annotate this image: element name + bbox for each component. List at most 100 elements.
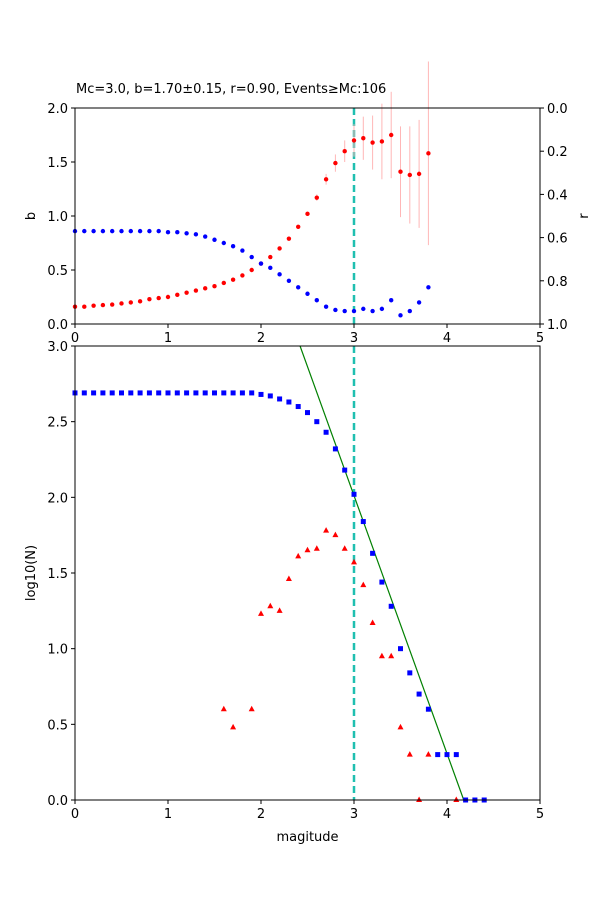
point — [100, 228, 106, 234]
y2-tick-label: 0.4 — [547, 188, 568, 203]
point — [212, 390, 217, 396]
point — [184, 390, 190, 396]
chart-title: Mc=3.0, b=1.70±0.15, r=0.90, Events≥Mc:1… — [76, 82, 386, 97]
point — [193, 390, 199, 396]
point — [82, 304, 87, 309]
point — [230, 277, 236, 282]
point — [361, 136, 366, 141]
point — [147, 296, 152, 302]
point — [100, 390, 106, 396]
point — [258, 261, 264, 266]
point — [369, 619, 376, 625]
x-tick-label: 4 — [443, 807, 451, 822]
point — [370, 140, 375, 145]
point — [323, 527, 330, 533]
point — [323, 429, 329, 435]
point — [333, 160, 338, 166]
point — [203, 234, 208, 239]
point — [351, 491, 357, 497]
point — [156, 295, 161, 301]
point — [361, 306, 366, 312]
point — [426, 285, 431, 290]
point — [360, 581, 367, 588]
point — [304, 546, 311, 553]
point — [370, 308, 375, 314]
y2-tick-label: 0.2 — [547, 145, 568, 160]
point — [165, 294, 171, 300]
point — [296, 224, 301, 229]
point — [203, 286, 208, 291]
point — [406, 751, 413, 757]
point — [286, 236, 292, 241]
point — [220, 705, 227, 712]
y-axis-label: b — [24, 212, 39, 220]
point — [286, 399, 292, 405]
y-tick-label: 0.5 — [47, 718, 68, 733]
x-tick-label: 0 — [71, 807, 79, 822]
point — [416, 171, 422, 177]
point — [407, 308, 412, 314]
point — [81, 390, 87, 396]
point — [407, 670, 413, 676]
y2-axis-label: r — [577, 213, 592, 219]
point — [240, 248, 245, 253]
y-tick-label: 2.5 — [47, 416, 68, 431]
point — [258, 391, 264, 397]
point — [397, 723, 404, 730]
point — [91, 228, 96, 234]
x-tick-label: 1 — [164, 807, 172, 822]
y-tick-label: 2.0 — [47, 491, 68, 506]
point — [221, 390, 227, 396]
x-tick-label: 4 — [443, 331, 451, 346]
point — [128, 228, 133, 234]
point — [323, 304, 329, 309]
point — [119, 301, 124, 306]
y2-tick-label: 0.0 — [547, 102, 568, 117]
point — [398, 646, 403, 652]
point — [165, 390, 171, 396]
point — [212, 237, 217, 242]
y-tick-label: 1.0 — [47, 210, 68, 225]
point — [295, 404, 301, 410]
point — [184, 290, 189, 295]
y-tick-label: 0.0 — [47, 794, 68, 809]
point — [91, 303, 96, 308]
point — [110, 302, 115, 307]
point — [305, 410, 310, 416]
point — [398, 313, 403, 318]
point — [212, 284, 217, 289]
point — [416, 691, 422, 697]
point — [230, 390, 236, 396]
point — [202, 390, 208, 396]
point — [267, 393, 273, 399]
x-tick-label: 5 — [536, 331, 544, 346]
point — [100, 302, 106, 308]
y-tick-label: 2.0 — [47, 102, 68, 117]
point — [137, 390, 143, 396]
point — [184, 231, 189, 236]
point — [276, 607, 283, 613]
point — [425, 751, 432, 757]
point — [314, 195, 319, 200]
point — [156, 390, 162, 396]
point — [416, 796, 423, 802]
point — [174, 390, 180, 396]
y-axis-label: log10(N) — [24, 545, 39, 601]
point — [156, 228, 161, 234]
point — [351, 138, 357, 143]
point — [249, 254, 254, 260]
point — [193, 232, 199, 237]
x-tick-label: 3 — [350, 807, 358, 822]
point — [379, 139, 385, 144]
point — [351, 308, 357, 314]
plot-area — [299, 346, 465, 800]
point — [342, 467, 348, 473]
point — [305, 211, 310, 217]
point — [230, 244, 236, 249]
point — [378, 652, 385, 659]
point — [314, 298, 319, 303]
point — [389, 132, 394, 138]
y-tick-label: 1.5 — [47, 567, 68, 582]
point — [109, 390, 115, 396]
y2-tick-label: 0.6 — [547, 232, 568, 247]
